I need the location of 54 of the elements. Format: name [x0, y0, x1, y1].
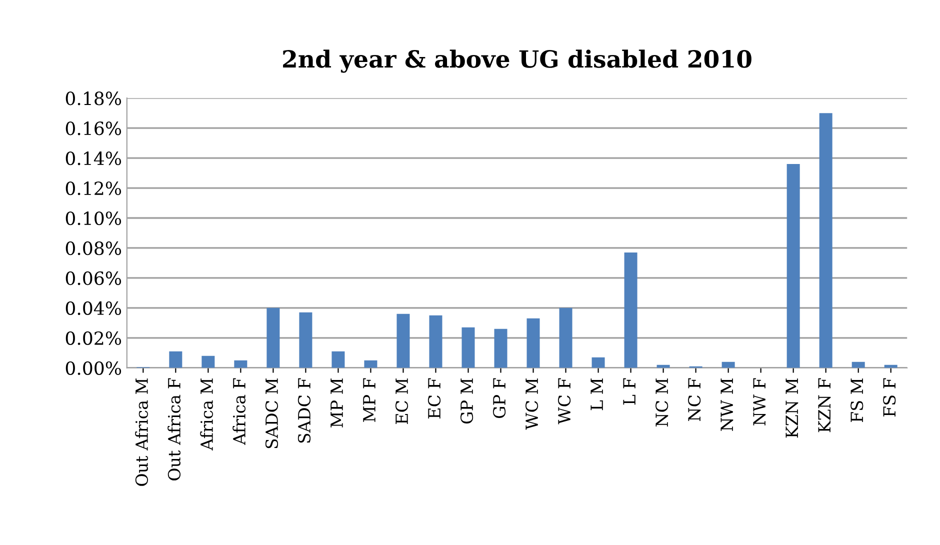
x-tick-label: FS F: [883, 378, 896, 417]
x-tick-label: SADC F: [298, 378, 311, 443]
x-tick-label: NC F: [688, 378, 701, 421]
x-tick-label: WC F: [558, 378, 571, 424]
x-tick-label: Out Africa F: [168, 378, 180, 480]
y-tick-label: 0.10%: [66, 211, 122, 226]
bar: [624, 252, 638, 368]
x-tick-label: Africa F: [232, 378, 246, 446]
chart-title: 2nd year & above UG disabled 2010: [283, 50, 752, 73]
bar: [332, 351, 345, 368]
y-tick-label: 0.06%: [66, 271, 122, 286]
bar: [559, 308, 572, 368]
x-tick-label: FS M: [850, 378, 864, 422]
x-tick-label: GP F: [492, 378, 506, 418]
bar: [364, 360, 378, 368]
x-tick-label: MP M: [330, 378, 343, 428]
x-tick-label: KZN M: [786, 378, 798, 438]
bar: [592, 357, 605, 368]
bar: [299, 312, 312, 368]
x-tick-label: WC M: [525, 378, 538, 430]
x-tick-label: NW F: [753, 378, 766, 426]
bar: [722, 362, 735, 368]
bar: [462, 327, 475, 368]
x-tick-label: SADC M: [265, 378, 278, 448]
x-tick-label: EC F: [428, 378, 441, 418]
y-tick-label: 0.12%: [66, 181, 122, 196]
x-tick-label: L F: [623, 378, 636, 405]
bar: [786, 164, 800, 368]
y-tick-label: 0.16%: [66, 122, 122, 136]
x-tick-label: GP M: [460, 378, 474, 424]
x-tick-label: L M: [590, 378, 603, 410]
y-tick-label: 0.14%: [66, 152, 122, 166]
x-tick-label: MP F: [363, 378, 376, 422]
bar: [429, 315, 442, 368]
bar: [396, 314, 410, 368]
y-tick-label: 0.04%: [66, 301, 122, 316]
x-tick-label: NW M: [720, 378, 734, 431]
bar: [169, 351, 182, 368]
bar: [494, 328, 508, 368]
x-tick-label: NC M: [656, 378, 668, 426]
x-tick-label: EC M: [395, 378, 408, 424]
bar: [819, 113, 832, 368]
bar: [202, 356, 215, 368]
x-tick-label: Africa M: [200, 378, 214, 451]
y-tick-label: 0.18%: [66, 92, 122, 106]
x-tick-label: Out Africa M: [135, 378, 148, 486]
x-tick-label: KZN F: [818, 378, 831, 432]
bar: [852, 362, 865, 368]
bar: [526, 318, 540, 368]
y-tick-label: 0.00%: [66, 361, 122, 375]
y-tick-label: 0.08%: [66, 241, 122, 256]
bar: [234, 360, 248, 368]
bar: [266, 308, 280, 368]
y-tick-label: 0.02%: [66, 331, 122, 346]
